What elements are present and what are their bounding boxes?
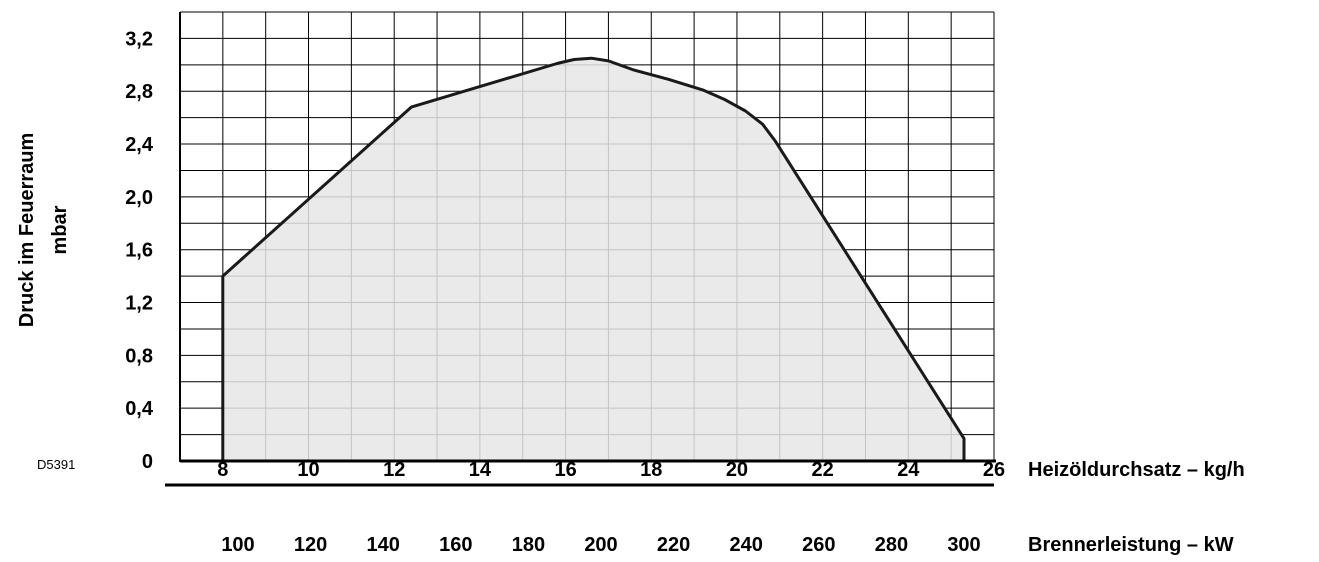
y-tick-label: 2,0 [125, 187, 153, 209]
x2-tick-label: 140 [367, 534, 400, 556]
x-tick-label: 8 [217, 459, 228, 481]
y-tick-label: 2,4 [125, 134, 154, 156]
x2-tick-label: 240 [730, 534, 763, 556]
x2-tick-labels: 100 120 140 160 180 200 220 240 260 280 300 [221, 534, 980, 556]
working-field-area [221, 56, 966, 463]
x2-tick-label: 160 [439, 534, 472, 556]
y-tick-label: 3,2 [125, 28, 153, 50]
x-tick-label: 12 [383, 459, 405, 481]
y-tick-label: 0,8 [125, 345, 153, 367]
axes [165, 12, 996, 487]
x2-tick-label: 180 [512, 534, 545, 556]
y-tick-labels: 0 0,4 0,8 1,2 1,6 2,0 2,4 2,8 3,2 [125, 28, 154, 473]
x2-tick-label: 280 [875, 534, 908, 556]
y-tick-label: 1,6 [125, 240, 153, 262]
x2-tick-label: 300 [947, 534, 980, 556]
x-tick-label: 20 [726, 459, 748, 481]
x-tick-label: 10 [297, 459, 319, 481]
y-tick-label: 0,4 [125, 398, 154, 420]
y-tick-label: 1,2 [125, 293, 153, 315]
x-axis-title: Heizöldurchsatz – kg/h [1028, 459, 1245, 481]
x-tick-label: 26 [983, 459, 1005, 481]
x-tick-label: 16 [554, 459, 576, 481]
x-tick-label: 22 [812, 459, 834, 481]
y-axis-unit: mbar [49, 205, 71, 254]
y-tick-label: 2,8 [125, 81, 153, 103]
x2-axis-title: Brennerleistung – kW [1028, 534, 1234, 556]
x-tick-label: 24 [897, 459, 920, 481]
x2-tick-label: 260 [802, 534, 835, 556]
y-tick-label: 0 [142, 451, 153, 473]
x2-tick-label: 120 [294, 534, 327, 556]
x-tick-label: 14 [469, 459, 492, 481]
y-axis-title: Druck im Feuerraum [16, 133, 38, 328]
x-tick-label: 18 [640, 459, 662, 481]
x2-tick-label: 200 [584, 534, 617, 556]
x2-tick-label: 100 [221, 534, 254, 556]
x-tick-labels: 8 10 12 14 16 18 20 22 24 26 [217, 459, 1005, 481]
drawing-code: D5391 [37, 457, 75, 472]
x2-tick-label: 220 [657, 534, 690, 556]
